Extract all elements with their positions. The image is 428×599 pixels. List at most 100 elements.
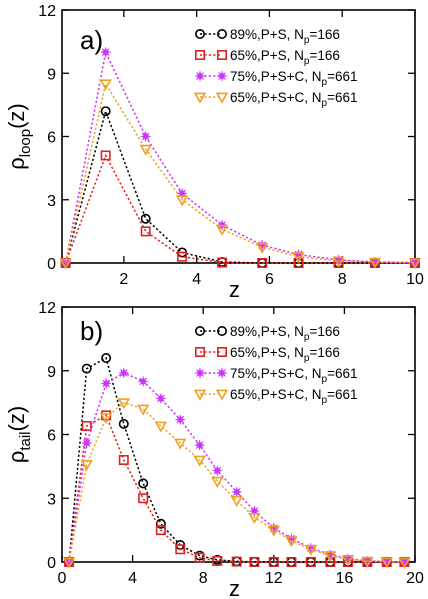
legend-suffix: =661 — [327, 387, 357, 402]
legend-name: 75%,P+S+C, N — [230, 69, 322, 84]
y-tick-label: 12 — [38, 3, 56, 20]
legend-name: 89%,P+S, N — [230, 27, 304, 42]
series-line — [64, 81, 416, 264]
series-line — [68, 414, 405, 563]
data-point — [80, 459, 93, 471]
series-line — [64, 153, 415, 264]
x-axis-label: z — [229, 576, 240, 599]
legend-sub: p — [322, 374, 328, 385]
legend-marker — [194, 367, 206, 379]
legend-entry: 65%,P+S, Np=166 — [195, 48, 340, 67]
data-point — [177, 251, 188, 262]
data-point — [99, 413, 113, 425]
data-point — [100, 150, 111, 161]
data-point — [62, 557, 76, 569]
legend-label: 65%,P+S+C, Np=661 — [230, 387, 358, 406]
legend-marker — [217, 325, 228, 336]
data-point — [101, 378, 112, 389]
panel-label: a) — [80, 25, 103, 55]
y-tick-label: 12 — [38, 300, 56, 317]
data-point — [155, 525, 166, 536]
y-axis-label: ρloop(z) — [4, 103, 34, 170]
legend: 89%,P+S, Np=166 65%,P+S, Np=166 75%,P+S+C,… — [193, 324, 358, 406]
series-line — [68, 401, 405, 563]
data-point — [268, 556, 279, 567]
data-point — [81, 437, 92, 449]
y-tick-label: 3 — [47, 193, 56, 210]
data-point — [139, 144, 152, 156]
series-line — [64, 49, 416, 264]
data-point — [138, 478, 149, 489]
legend-suffix: =661 — [327, 366, 357, 381]
data-point — [118, 418, 129, 429]
x-tick-label: 12 — [265, 570, 283, 587]
data-point — [212, 555, 223, 566]
data-point — [305, 556, 316, 567]
data-point — [137, 404, 150, 416]
legend-marker — [194, 70, 206, 82]
legend-marker — [217, 49, 228, 60]
y-tick-label: 0 — [47, 256, 56, 273]
x-axis-label: z — [229, 277, 240, 302]
data-point — [257, 257, 268, 268]
data-point — [341, 555, 355, 567]
data-point — [117, 398, 130, 410]
data-point — [118, 367, 129, 378]
y-tick-label: 6 — [47, 130, 56, 147]
data-point — [408, 258, 422, 270]
legend-marker — [193, 92, 207, 104]
legend-label: 89%,P+S, Np=166 — [230, 27, 340, 46]
legend-entry: 89%,P+S, Np=166 — [195, 324, 340, 343]
y-axis-label-main: ρ — [4, 157, 29, 170]
legend-entry: 65%,P+S+C, Np=661 — [193, 90, 358, 109]
legend-suffix: =166 — [309, 27, 339, 42]
data-point — [175, 195, 189, 207]
legend-entry: 89%,P+S, Np=166 — [195, 27, 340, 46]
data-point — [140, 226, 151, 237]
legend-marker — [195, 49, 206, 60]
data-point — [304, 544, 318, 556]
data-point — [231, 556, 242, 567]
data-point — [211, 476, 224, 488]
series-line — [64, 108, 415, 264]
series — [62, 398, 411, 569]
data-point — [285, 536, 298, 548]
data-point — [292, 252, 305, 264]
legend-marker — [195, 346, 206, 357]
legend-marker — [216, 367, 228, 379]
legend-entry: 65%,P+S, Np=166 — [195, 345, 340, 364]
legend-sub: p — [304, 56, 310, 67]
legend-sub: p — [322, 395, 328, 406]
data-point — [175, 414, 186, 425]
data-point — [118, 454, 129, 465]
legend-marker — [217, 28, 228, 39]
y-axis-label-tail: (z) — [4, 103, 29, 129]
legend-sub: p — [322, 98, 328, 109]
legend-entry: 75%,P+S+C, Np=661 — [194, 366, 358, 385]
legend-name: 65%,P+S+C, N — [230, 387, 322, 402]
y-tick-label: 0 — [47, 555, 56, 572]
data-point — [230, 495, 243, 508]
data-point — [193, 455, 206, 467]
data-point — [267, 525, 280, 537]
data-point — [398, 557, 411, 569]
x-tick-label: 10 — [406, 271, 424, 288]
y-tick-label: 9 — [47, 66, 56, 83]
series — [60, 150, 420, 268]
legend-marker — [195, 325, 206, 336]
x-tick-label: 4 — [128, 570, 137, 587]
y-tick-label: 9 — [47, 364, 56, 381]
data-point — [155, 393, 166, 404]
legend-suffix: =166 — [309, 345, 339, 360]
data-point — [174, 438, 187, 450]
y-tick-label: 3 — [47, 491, 56, 508]
legend-marker — [216, 70, 228, 82]
legend-marker — [215, 92, 229, 104]
legend-suffix: =661 — [327, 69, 357, 84]
data-point — [194, 440, 205, 451]
data-point — [332, 256, 345, 268]
series — [59, 79, 422, 270]
data-point — [194, 552, 205, 563]
legend-label: 75%,P+S+C, Np=661 — [230, 366, 358, 385]
